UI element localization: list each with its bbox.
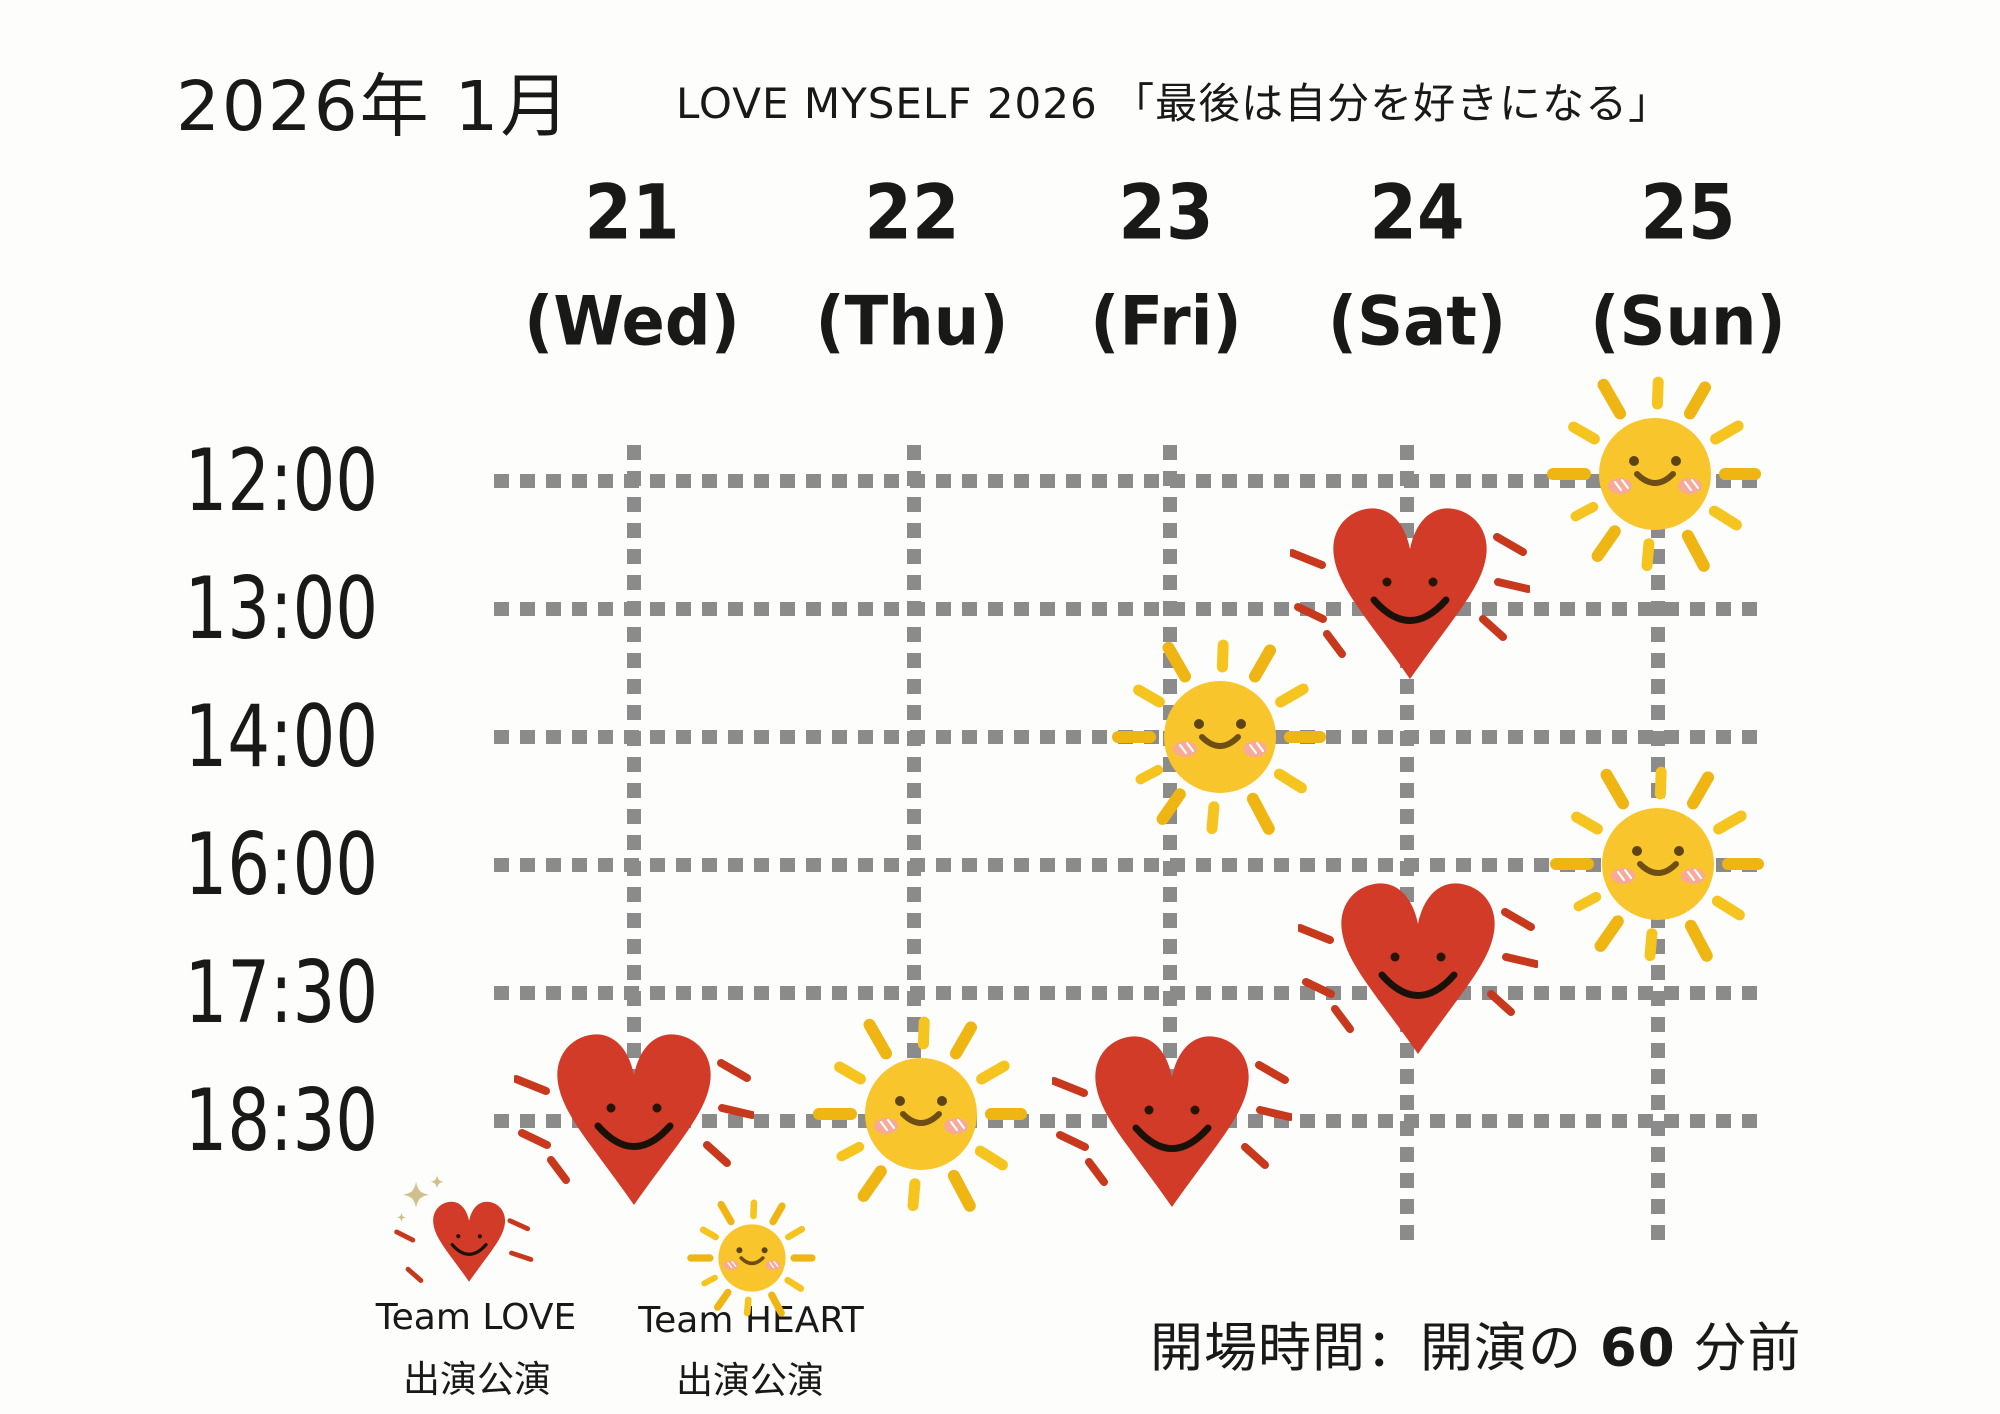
heart-marker-23-1830 — [1052, 1025, 1292, 1225]
day-of-week-21: (Wed) — [524, 282, 740, 362]
smiling-heart-icon — [374, 1170, 560, 1336]
sun-marker-25-1200 — [1545, 364, 1765, 584]
legend-team-love-role: 出演公演 — [403, 1358, 551, 1401]
day-of-week-23: (Fri) — [1090, 282, 1242, 362]
time-label-1830: 18:30 — [184, 1071, 378, 1171]
sun-marker-22-1830 — [811, 1004, 1031, 1224]
sun-marker-25-1600 — [1548, 754, 1768, 974]
day-of-week-24: (Sat) — [1327, 282, 1507, 362]
grid-vline-21 — [627, 445, 641, 1138]
time-label-1200: 12:00 — [184, 431, 378, 531]
day-number-22: 22 — [864, 167, 960, 257]
grid-vline-23 — [1163, 445, 1177, 1138]
smiling-sun-icon — [686, 1192, 818, 1324]
note-prefix: 開場時間：開演の — [1150, 1318, 1600, 1379]
event-subtitle: LOVE MYSELF 2026 「最後は自分を好きになる」 — [676, 79, 1672, 128]
sun-marker-23-1400 — [1110, 627, 1330, 847]
page-title: 2026年 1月 — [176, 67, 572, 147]
heart-marker-21-1830 — [514, 1023, 754, 1223]
time-label-1300: 13:00 — [184, 559, 378, 659]
legend-team-heart-role: 出演公演 — [676, 1359, 824, 1402]
note-minutes: 60 — [1599, 1318, 1676, 1379]
time-label-1600: 16:00 — [184, 815, 378, 915]
note-suffix: 分前 — [1675, 1318, 1802, 1379]
day-number-24: 24 — [1369, 167, 1465, 257]
grid-hline-1600 — [494, 858, 1766, 872]
day-of-week-22: (Thu) — [815, 282, 1009, 362]
day-number-21: 21 — [584, 167, 680, 257]
doors-open-note: 開場時間：開演の 60 分前 — [1150, 1306, 1801, 1382]
grid-hline-1200 — [494, 474, 1766, 488]
grid-hline-1730 — [494, 986, 1766, 1000]
grid-vline-22 — [907, 445, 921, 1138]
legend-team-love-label: Team LOVE — [375, 1297, 577, 1338]
grid-hline-1300 — [494, 602, 1766, 616]
time-label-1730: 17:30 — [184, 943, 378, 1043]
time-label-1400: 14:00 — [184, 687, 378, 787]
heart-marker-24-1300 — [1290, 497, 1530, 697]
heart-marker-24-1730 — [1298, 872, 1538, 1072]
day-number-23: 23 — [1118, 167, 1214, 257]
day-of-week-25: (Sun) — [1590, 282, 1786, 362]
day-number-25: 25 — [1640, 167, 1736, 257]
